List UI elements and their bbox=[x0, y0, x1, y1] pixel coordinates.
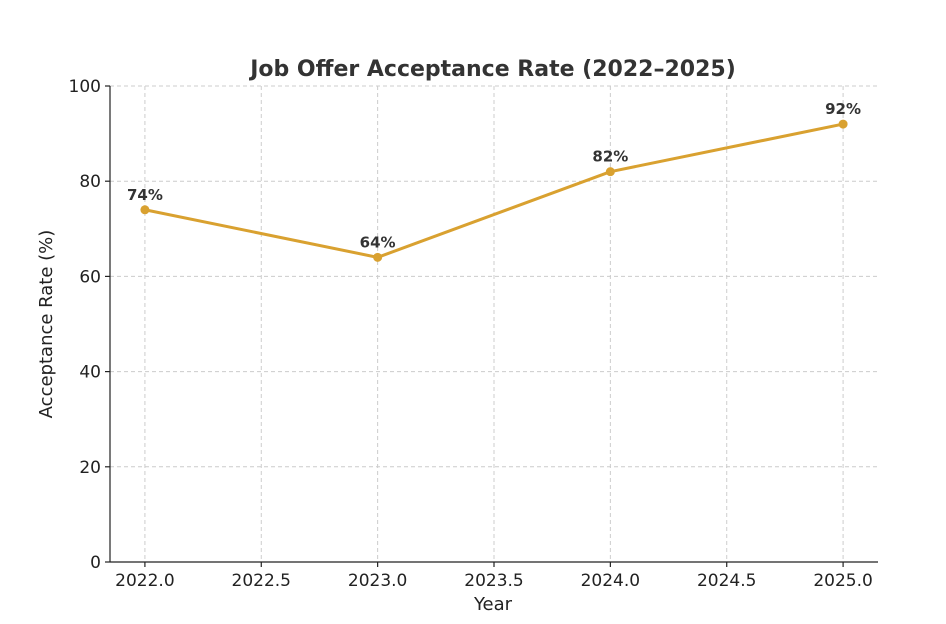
y-tick-label: 100 bbox=[69, 77, 101, 97]
y-tick-label: 20 bbox=[79, 458, 101, 478]
x-tick-label: 2022.5 bbox=[232, 571, 291, 591]
y-tick-label: 40 bbox=[79, 363, 101, 383]
x-tick-label: 2025.0 bbox=[813, 571, 872, 591]
data-point bbox=[140, 205, 150, 215]
x-tick-label: 2022.0 bbox=[115, 571, 174, 591]
data-point bbox=[605, 167, 615, 177]
y-axis-label: Acceptance Rate (%) bbox=[36, 230, 57, 419]
x-tick-label: 2024.5 bbox=[697, 571, 756, 591]
x-axis-label: Year bbox=[473, 594, 513, 615]
data-point bbox=[838, 119, 848, 129]
data-label: 64% bbox=[360, 233, 396, 251]
data-label: 74% bbox=[127, 186, 163, 204]
ticks: 2022.0 2022.5 2023.0 2023.5 2024.0 2024.5 2025… bbox=[69, 77, 873, 591]
grid bbox=[110, 85, 878, 562]
chart-title: Job Offer Acceptance Rate (2022–2025) bbox=[248, 57, 736, 82]
y-tick-label: 80 bbox=[79, 172, 101, 192]
data-label: 82% bbox=[592, 148, 628, 166]
data-point bbox=[373, 252, 383, 262]
x-tick-label: 2023.5 bbox=[464, 571, 523, 591]
series-line bbox=[143, 122, 845, 259]
x-tick-label: 2023.0 bbox=[348, 571, 407, 591]
y-tick-label: 0 bbox=[90, 553, 101, 573]
series: 74% 64% 82% 92% bbox=[127, 100, 861, 262]
y-tick-label: 60 bbox=[79, 267, 101, 287]
x-tick-label: 2024.0 bbox=[581, 571, 640, 591]
data-label: 92% bbox=[825, 100, 861, 118]
